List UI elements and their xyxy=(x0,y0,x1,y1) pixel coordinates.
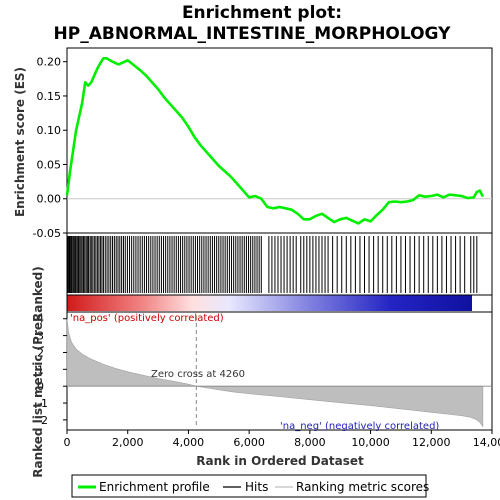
hit-marks xyxy=(66,236,478,293)
metric-tick-label: 3 xyxy=(37,330,44,343)
chart-title-line2: HP_ABNORMAL_INTESTINE_MORPHOLOGY xyxy=(54,24,452,44)
metric-tick-label: -2 xyxy=(37,414,48,427)
legend-entry-profile: Enrichment profile xyxy=(99,480,210,494)
zero-cross-label: Zero cross at 4260 xyxy=(151,369,245,380)
x-tick-label: 10,000 xyxy=(351,436,390,449)
es-tick-label: -0.05 xyxy=(33,227,61,240)
metric-tick-label: 4 xyxy=(37,313,44,326)
es-tick-label: 0.05 xyxy=(37,158,62,171)
enrichment-line xyxy=(65,56,485,225)
y-axis-label-metric: Ranked list metric (PreRanked) xyxy=(31,266,45,478)
x-axis-label: Rank in Ordered Dataset xyxy=(196,454,364,468)
legend-entry-hits: Hits xyxy=(245,480,268,494)
legend-frame xyxy=(71,474,427,498)
rank-color-bar xyxy=(67,295,472,311)
x-axis-ticks: 0 2,000 4,000 6,000 8,000 10,000 12,000 14,000 xyxy=(64,430,500,449)
x-tick-label: 14,000 xyxy=(473,436,500,449)
metric-area xyxy=(66,316,492,428)
x-tick-label: 6,000 xyxy=(233,436,265,449)
y-axis-label-es: Enrichment score (ES) xyxy=(13,67,27,217)
metric-tick-label: 1 xyxy=(37,363,44,376)
metric-tick-label: 0 xyxy=(37,380,44,393)
es-tick-label: 0.15 xyxy=(37,90,62,103)
chart-title-line1: Enrichment plot: xyxy=(182,3,342,23)
ranking-metric-series xyxy=(66,318,484,428)
es-tick-label: 0.20 xyxy=(37,56,62,69)
es-tick-label: 0.10 xyxy=(37,124,62,137)
metric-panel xyxy=(66,311,493,431)
x-tick-label: 4,000 xyxy=(173,436,205,449)
es-panel xyxy=(66,47,493,234)
metric-tick-label: 2 xyxy=(37,346,44,359)
legend: Enrichment profile Hits Ranking metric s… xyxy=(71,474,429,498)
x-tick-label: 2,000 xyxy=(112,436,144,449)
x-tick-label: 8,000 xyxy=(294,436,326,449)
es-tick-label: 0.00 xyxy=(37,193,62,206)
legend-entry-metric: Ranking metric scores xyxy=(296,480,429,494)
es-axis-ticks: -0.05 0.00 0.05 0.10 0.15 0.20 xyxy=(33,56,67,240)
na-neg-label: 'na_neg' (negatively correlated) xyxy=(280,421,439,432)
enrichment-profile-series xyxy=(65,56,485,225)
metric-axis-ticks: -2 -1 0 1 2 3 4 xyxy=(37,313,67,427)
metric-tick-label: -1 xyxy=(37,397,48,410)
na-pos-label: 'na_pos' (positively correlated) xyxy=(70,313,224,324)
x-tick-label: 0 xyxy=(64,436,71,449)
x-tick-label: 12,000 xyxy=(412,436,451,449)
